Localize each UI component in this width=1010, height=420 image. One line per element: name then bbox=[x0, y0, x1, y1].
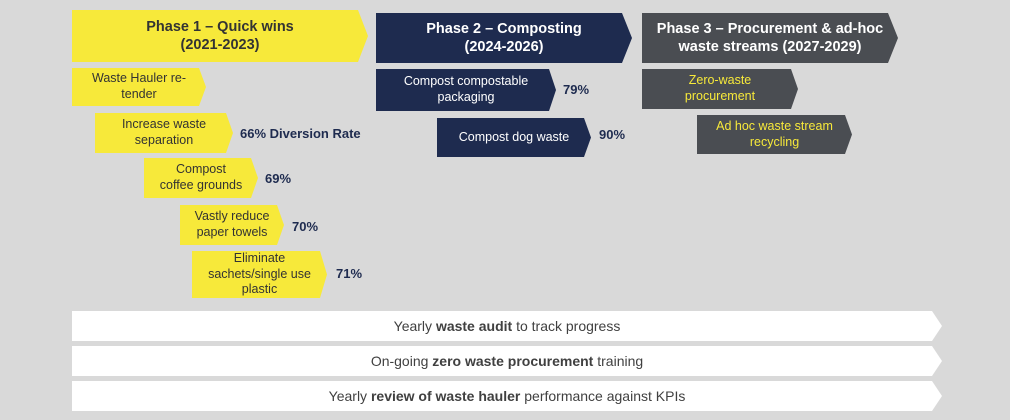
bar-text-pre: Yearly bbox=[393, 318, 436, 334]
step-zero-waste-procurement: Zero-waste procurement bbox=[642, 69, 798, 109]
step-line: Eliminate bbox=[233, 251, 286, 266]
phase-2-title: Phase 2 – Composting bbox=[426, 20, 582, 37]
step-line: coffee grounds bbox=[159, 178, 243, 192]
step-line: Increase waste bbox=[121, 117, 207, 132]
step-reduce-paper-towels: Vastly reduce paper towels bbox=[180, 205, 284, 245]
bar-text-post: training bbox=[593, 353, 644, 369]
step-line: separation bbox=[134, 133, 194, 147]
diversion-rate-label: 66% Diversion Rate bbox=[240, 126, 361, 141]
phase-3-years: waste streams (2027-2029) bbox=[678, 39, 862, 55]
pct-label: 90% bbox=[599, 127, 626, 142]
step-compost-compostable-packaging: Compost compostable packaging bbox=[376, 69, 556, 111]
step-line: tender bbox=[121, 87, 157, 101]
bar-yearly-waste-audit: Yearly waste audit to track progress bbox=[72, 311, 942, 341]
step-line: sachets/single use bbox=[208, 266, 311, 281]
phase-2-years: (2024-2026) bbox=[464, 39, 544, 55]
phase-3-title: Phase 3 – Procurement & ad-hoc bbox=[656, 20, 884, 37]
step-increase-waste-separation: Increase waste separation bbox=[95, 113, 233, 153]
phase-1-header: Phase 1 – Quick wins (2021-2023) bbox=[72, 10, 368, 62]
step-line: paper towels bbox=[196, 225, 268, 239]
step-line: plastic bbox=[241, 282, 278, 297]
bar-text-bold: zero waste procurement bbox=[432, 353, 594, 369]
step-line: Vastly reduce bbox=[194, 209, 270, 224]
step-eliminate-sachets: Eliminate sachets/single use plastic bbox=[192, 251, 327, 298]
step-line: Compost bbox=[175, 162, 226, 177]
phase-3-header: Phase 3 – Procurement & ad-hoc waste str… bbox=[642, 13, 898, 63]
step-line: Ad hoc waste stream bbox=[716, 118, 833, 133]
step-line: packaging bbox=[437, 90, 495, 104]
pct-label: 70% bbox=[292, 219, 319, 234]
step-waste-hauler-retender: Waste Hauler re- tender bbox=[72, 68, 206, 106]
pct-label: 71% bbox=[336, 266, 363, 281]
step-line: procurement bbox=[684, 89, 756, 103]
step-compost-coffee-grounds: Compost coffee grounds bbox=[144, 158, 258, 198]
bar-text-post: to track progress bbox=[512, 318, 621, 334]
step-line: Compost compostable bbox=[403, 74, 529, 89]
step-ad-hoc-waste-stream-recycling: Ad hoc waste stream recycling bbox=[697, 115, 852, 154]
bar-text-bold: review of waste hauler bbox=[370, 388, 521, 404]
bar-waste-hauler-review: Yearly review of waste hauler performanc… bbox=[72, 381, 942, 411]
phase-1-title: Phase 1 – Quick wins bbox=[146, 18, 294, 35]
phase-2-header: Phase 2 – Composting (2024-2026) bbox=[376, 13, 632, 63]
pct-label: 79% bbox=[563, 82, 590, 97]
step-line: Waste Hauler re- bbox=[91, 71, 186, 86]
step-line: Compost dog waste bbox=[458, 129, 570, 144]
phase-1-years: (2021-2023) bbox=[180, 37, 260, 53]
bar-text-pre: Yearly bbox=[328, 388, 371, 404]
bar-text-pre: On-going bbox=[370, 353, 433, 369]
step-compost-dog-waste: Compost dog waste bbox=[437, 118, 591, 157]
bar-text-bold: waste audit bbox=[435, 318, 513, 334]
step-line: recycling bbox=[749, 134, 800, 149]
pct-label: 69% bbox=[265, 171, 292, 186]
step-line: Zero-waste bbox=[688, 73, 752, 88]
bar-text-post: performance against KPIs bbox=[520, 388, 686, 404]
bar-zero-waste-procurement-training: On-going zero waste procurement training bbox=[72, 346, 942, 376]
